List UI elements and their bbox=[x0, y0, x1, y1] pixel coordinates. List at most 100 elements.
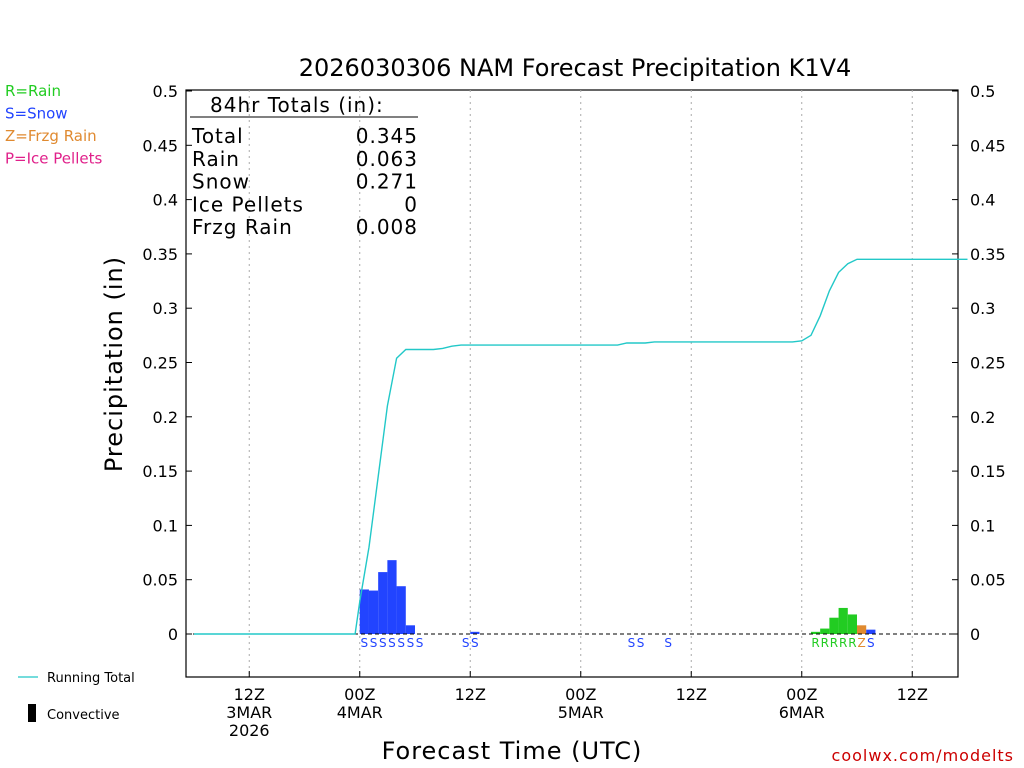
precip-type-letter: R bbox=[848, 636, 856, 650]
totals-row-value: 0.345 bbox=[356, 124, 418, 148]
x-tick-label: 00Z bbox=[786, 685, 817, 704]
running-total-line bbox=[194, 258, 968, 635]
x-tick-label: 00Z bbox=[344, 685, 375, 704]
totals-row-label: Frzg Rain bbox=[192, 215, 293, 239]
precip-type-legend-item: Z=Frzg Rain bbox=[5, 127, 97, 145]
totals-row-label: Total bbox=[191, 124, 244, 148]
precip-bar bbox=[838, 607, 848, 634]
x-tick-label: 12Z bbox=[455, 685, 486, 704]
running-total-layer bbox=[194, 258, 968, 635]
x-tick-label: 4MAR bbox=[337, 703, 383, 722]
precip-type-letter: R bbox=[830, 636, 838, 650]
chart-title: 2026030306 NAM Forecast Precipitation K1… bbox=[299, 54, 852, 82]
precip-bar bbox=[405, 625, 415, 634]
precip-type-letter: S bbox=[397, 636, 405, 650]
precip-bar bbox=[470, 631, 480, 634]
x-tick-label: 2026 bbox=[229, 721, 270, 740]
precip-type-letter: S bbox=[628, 636, 636, 650]
precip-bar bbox=[378, 572, 388, 634]
x-tick-label: 12Z bbox=[676, 685, 707, 704]
y-tick-label-right: 0.05 bbox=[970, 571, 1006, 590]
x-tick-label: 5MAR bbox=[558, 703, 604, 722]
precip-type-letter: Z bbox=[857, 636, 865, 650]
y-axis-label: Precipitation (in) bbox=[100, 256, 128, 472]
precip-type-letter: S bbox=[637, 636, 645, 650]
x-tick-label: 3MAR bbox=[226, 703, 272, 722]
precip-type-legend: R=Rain S=Snow Z=Frzg Rain P=Ice Pellets bbox=[5, 82, 102, 168]
precip-bar bbox=[359, 589, 369, 634]
grid-layer bbox=[248, 90, 913, 677]
y-tick-label-left: 0.25 bbox=[142, 354, 178, 373]
site-credit: coolwx.com/modelts bbox=[832, 746, 1014, 765]
totals-row-value: 0.063 bbox=[356, 147, 418, 171]
y-tick-label-left: 0.45 bbox=[142, 136, 178, 155]
precip-type-letter: S bbox=[471, 636, 479, 650]
running-total-legend-label: Running Total bbox=[47, 671, 135, 686]
precip-type-letter: S bbox=[361, 636, 369, 650]
x-axis-label: Forecast Time (UTC) bbox=[382, 737, 643, 765]
precip-type-letter: S bbox=[664, 636, 672, 650]
y-tick-label-right: 0.5 bbox=[970, 82, 995, 101]
convective-legend-swatch bbox=[28, 704, 36, 722]
y-tick-label-left: 0.15 bbox=[142, 462, 178, 481]
y-tick-label-right: 0.35 bbox=[970, 245, 1006, 264]
y-tick-layer: 0 0 0.05 0.05 0.1 0.1 0.15 0.15 0.2 0.2 0.25 0.25 0.… bbox=[142, 82, 1005, 644]
y-tick-label-right: 0.25 bbox=[970, 354, 1006, 373]
x-tick-label: 00Z bbox=[565, 685, 596, 704]
y-tick-label-right: 0.2 bbox=[970, 408, 995, 427]
y-tick-label-left: 0.05 bbox=[142, 571, 178, 590]
y-tick-label-left: 0.3 bbox=[153, 299, 178, 318]
totals-row-value: 0.271 bbox=[356, 170, 418, 194]
precip-type-letter: R bbox=[811, 636, 819, 650]
y-tick-label-left: 0.1 bbox=[153, 516, 178, 535]
totals-row-label: Snow bbox=[192, 170, 250, 194]
precip-bar bbox=[857, 625, 867, 634]
precip-bar bbox=[829, 617, 839, 634]
y-tick-label-right: 0.4 bbox=[970, 191, 995, 210]
precip-type-letter: S bbox=[407, 636, 415, 650]
precip-type-letter: S bbox=[388, 636, 396, 650]
precip-bar bbox=[396, 586, 406, 634]
precip-bar bbox=[866, 629, 876, 634]
precip-type-legend-item: R=Rain bbox=[5, 82, 61, 100]
totals-row-value: 0 bbox=[404, 192, 418, 216]
y-tick-label-left: 0.35 bbox=[142, 245, 178, 264]
y-tick-label-left: 0 bbox=[168, 625, 178, 644]
precip-type-letter: S bbox=[379, 636, 387, 650]
convective-legend-label: Convective bbox=[47, 708, 120, 723]
precip-type-letter: S bbox=[370, 636, 378, 650]
precip-bar bbox=[810, 631, 821, 634]
totals-heading: 84hr Totals (in): bbox=[210, 93, 384, 117]
totals-box: 84hr Totals (in): Total 0.345 Rain 0.063 Sno… bbox=[190, 93, 418, 239]
precip-type-legend-item: P=Ice Pellets bbox=[5, 150, 102, 168]
y-tick-label-right: 0.3 bbox=[970, 299, 995, 318]
y-tick-label-right: 0.45 bbox=[970, 136, 1006, 155]
precip-type-letter: R bbox=[839, 636, 847, 650]
precip-type-letter: S bbox=[462, 636, 470, 650]
precip-type-letter: S bbox=[416, 636, 424, 650]
totals-row-value: 0.008 bbox=[356, 215, 418, 239]
y-tick-label-right: 0.1 bbox=[970, 516, 995, 535]
x-tick-label: 12Z bbox=[234, 685, 265, 704]
x-tick-label: 6MAR bbox=[779, 703, 825, 722]
precip-type-legend-item: S=Snow bbox=[5, 105, 68, 123]
bar-layer bbox=[359, 560, 876, 634]
y-tick-label-left: 0.4 bbox=[153, 191, 178, 210]
precip-bar bbox=[387, 560, 397, 634]
totals-row-label: Ice Pellets bbox=[192, 192, 304, 216]
y-tick-label-left: 0.5 bbox=[153, 82, 178, 101]
precip-bar bbox=[368, 590, 379, 634]
y-tick-label-right: 0 bbox=[970, 625, 980, 644]
x-tick-label: 12Z bbox=[897, 685, 928, 704]
precip-bar bbox=[847, 614, 857, 634]
y-tick-label-right: 0.15 bbox=[970, 462, 1006, 481]
precip-type-letter: R bbox=[821, 636, 829, 650]
totals-row-label: Rain bbox=[192, 147, 240, 171]
y-tick-label-left: 0.2 bbox=[153, 408, 178, 427]
precip-type-letter: S bbox=[867, 636, 875, 650]
plot-frame bbox=[185, 89, 959, 678]
precip-bar bbox=[820, 628, 830, 634]
